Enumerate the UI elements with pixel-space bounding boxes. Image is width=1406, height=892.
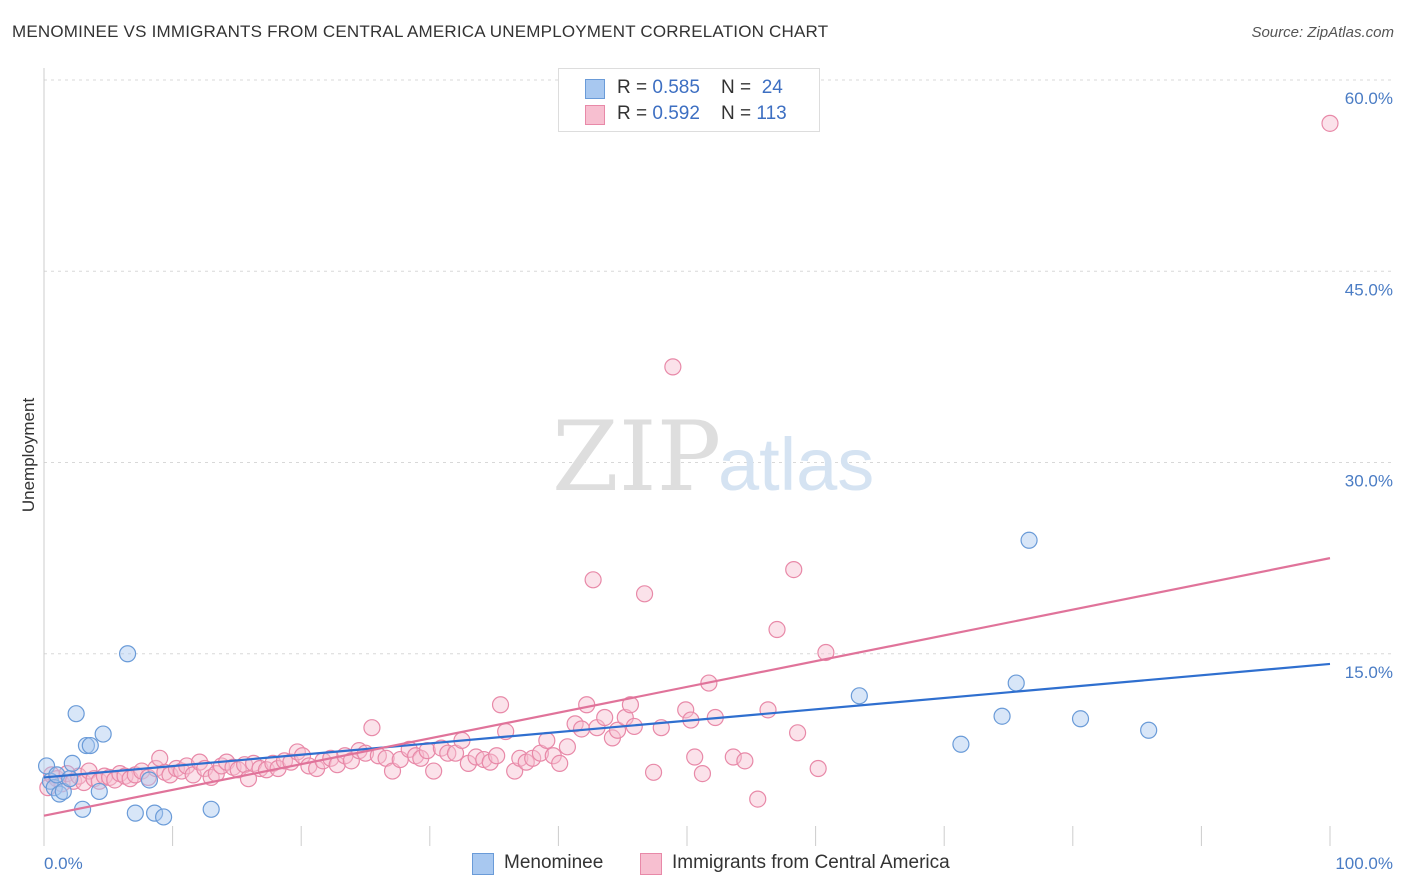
menominee-point — [145, 804, 164, 822]
trend-lines — [43, 557, 1331, 817]
legend-n-value: 113 — [756, 103, 787, 124]
gridlines — [44, 79, 1395, 655]
immigrants-point — [686, 748, 704, 766]
legend-r-label: R = — [617, 77, 653, 98]
immigrants-point — [785, 560, 803, 579]
menominee-point — [202, 800, 220, 818]
menominee-point — [1007, 674, 1025, 692]
menominee-point — [1071, 710, 1090, 728]
bottom-legend-swatch-menominee — [472, 853, 494, 875]
immigrants-point — [809, 759, 827, 778]
y-tick-label: 30.0% — [1345, 472, 1393, 491]
watermark-zip: ZIP — [552, 401, 721, 513]
legend-r-value: 0.592 — [652, 103, 700, 124]
menominee-point — [94, 725, 112, 743]
immigrants-point — [635, 585, 654, 603]
x-tick-label: 0.0% — [44, 854, 83, 873]
tick-labels: 15.0% 30.0% 45.0% 60.0% 0.0% 100.0% — [44, 89, 1393, 873]
menominee-point — [140, 771, 159, 789]
x-tick-label: 100.0% — [1335, 854, 1393, 873]
immigrants-point — [425, 762, 443, 780]
axes — [43, 68, 1331, 846]
watermark-atlas: atlas — [718, 423, 874, 506]
bottom-legend-swatch-immigrants — [640, 853, 662, 875]
immigrants-point — [736, 752, 754, 770]
menominee-point — [77, 736, 96, 755]
source-label: Source: ZipAtlas.com — [1251, 24, 1394, 41]
immigrants-point — [363, 719, 381, 737]
legend-r-label: R = — [617, 103, 653, 124]
immigrants-point — [538, 731, 556, 750]
menominee-point — [1020, 531, 1038, 549]
immigrants-point — [621, 696, 640, 714]
menominee-point — [67, 705, 85, 723]
menominee-point — [154, 808, 173, 826]
immigrants-point — [664, 358, 682, 376]
legend-r-value: 0.585 — [652, 77, 700, 98]
menominee-point — [61, 770, 79, 788]
immigrants-point — [491, 696, 510, 714]
immigrants-point — [488, 747, 506, 765]
menominee-point — [81, 736, 99, 755]
menominee-point — [126, 804, 144, 822]
immigrants-point — [817, 643, 835, 662]
stats-legend: R = 0.585 N = 24 R = 0.592 N = 113 — [558, 68, 820, 132]
immigrants-point — [759, 701, 777, 719]
immigrants-point — [584, 571, 602, 589]
menominee-point — [1140, 721, 1158, 739]
immigrants-point — [596, 708, 614, 727]
immigrants-point — [551, 754, 569, 773]
immigrants-point — [677, 701, 695, 719]
menominee-point — [993, 707, 1011, 725]
legend-n-value: 24 — [761, 77, 783, 98]
menominee-point — [850, 687, 868, 705]
menominee-point — [63, 754, 81, 773]
immigrants-point — [749, 790, 767, 808]
immigrants-trend-line — [43, 557, 1331, 817]
immigrants-point — [788, 724, 807, 742]
menominee-trend-line — [43, 662, 1331, 779]
menominee-point — [90, 782, 108, 801]
menominee-point — [118, 645, 137, 663]
immigrants-point — [768, 620, 786, 639]
legend-swatch-menominee — [585, 79, 605, 99]
menominee-point — [952, 735, 970, 753]
immigrants-point — [644, 763, 663, 781]
immigrants-point — [558, 738, 577, 756]
y-axis-title: Unemployment — [19, 398, 38, 513]
y-tick-label: 15.0% — [1345, 663, 1393, 682]
bottom-legend-label-immigrants: Immigrants from Central America — [672, 852, 950, 873]
immigrants-point — [1321, 114, 1339, 132]
immigrants-point — [481, 753, 499, 771]
immigrants-point — [506, 762, 524, 780]
y-tick-label: 45.0% — [1345, 280, 1393, 299]
immigrants-point — [693, 764, 712, 783]
chart-title: MENOMINEE VS IMMIGRANTS FROM CENTRAL AME… — [12, 22, 829, 41]
legend-n-label: N = — [721, 103, 757, 124]
bottom-legend-label-menominee: Menominee — [504, 852, 604, 873]
legend-swatch-immigrants — [585, 105, 605, 125]
legend-n-label: N = — [721, 77, 757, 98]
y-tick-label: 60.0% — [1345, 89, 1393, 108]
